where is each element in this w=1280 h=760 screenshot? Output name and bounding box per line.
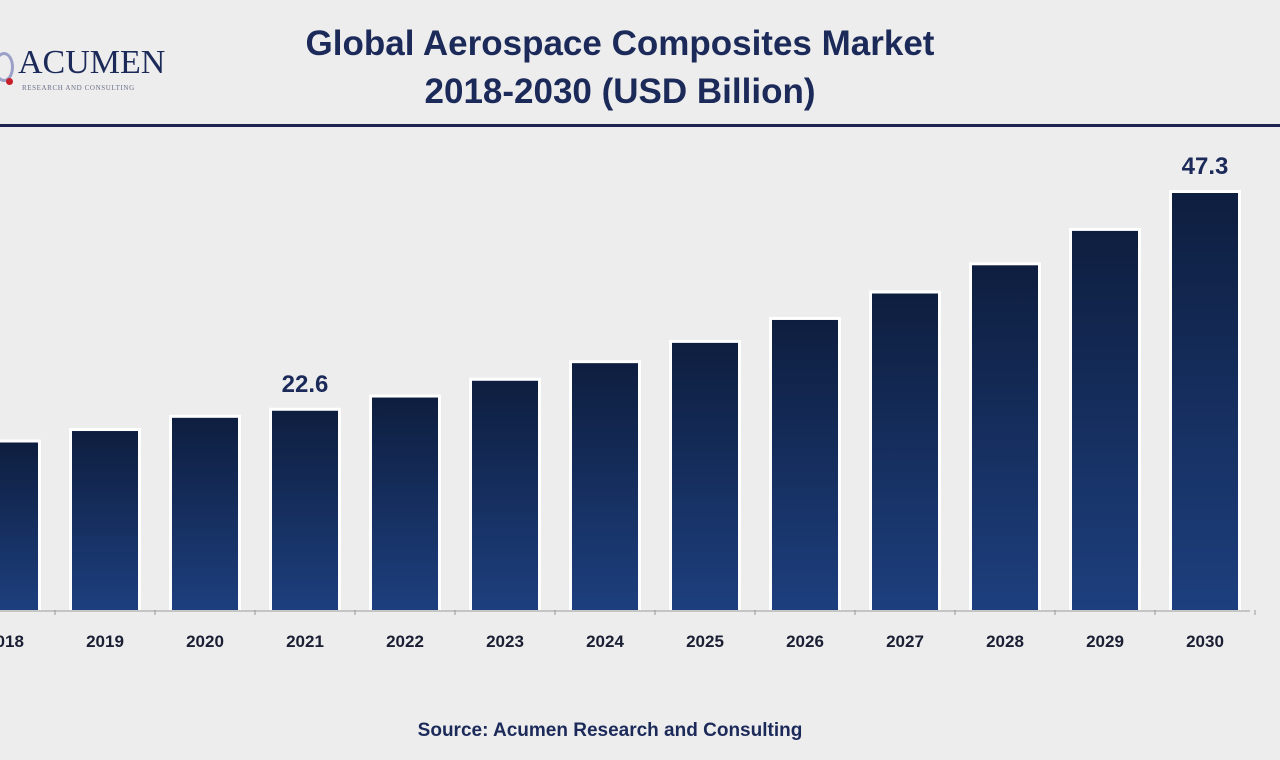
bar-2023 [472, 380, 538, 610]
x-tick-label: 2022 [386, 632, 424, 651]
bar-2019 [72, 431, 138, 610]
bar-2027 [872, 293, 938, 610]
x-tick-label: 2030 [1186, 632, 1224, 651]
bar-2020 [172, 417, 238, 610]
chart-title: Global Aerospace Composites Market [305, 24, 935, 63]
bar-2024 [572, 363, 638, 610]
bar-2030 [1172, 193, 1238, 610]
x-tick-label: 2019 [86, 632, 124, 651]
logo-text: ACUMEN [18, 44, 166, 81]
x-tick-label: 2018 [0, 632, 24, 651]
data-label-2021: 22.6 [282, 371, 329, 398]
source-note: Source: Acumen Research and Consulting [417, 720, 803, 741]
chart-subtitle: 2018-2030 (USD Billion) [424, 72, 816, 111]
bar-2026 [772, 319, 838, 610]
x-tick-label: 2023 [486, 632, 524, 651]
x-tick-label: 2025 [686, 632, 724, 651]
bar-2028 [972, 265, 1038, 610]
x-tick-label: 2028 [986, 632, 1024, 651]
logo-subtext: RESEARCH AND CONSULTING [22, 84, 135, 92]
bar-2025 [672, 342, 738, 610]
x-tick-label: 2026 [786, 632, 824, 651]
logo-dot-icon [6, 78, 13, 85]
bar-2021 [272, 410, 338, 610]
acumen-logo: ACUMEN RESEARCH AND CONSULTING [0, 44, 194, 100]
x-tick-label: 2029 [1086, 632, 1124, 651]
x-tick-label: 2027 [886, 632, 924, 651]
bar-2022 [372, 397, 438, 610]
header-divider [0, 124, 1280, 127]
x-tick-label: 2021 [286, 632, 324, 651]
data-label-2030: 47.3 [1182, 153, 1229, 180]
bar-2018 [0, 442, 38, 610]
x-tick-label: 2020 [186, 632, 224, 651]
x-tick-label: 2024 [586, 632, 624, 651]
bar-2029 [1072, 230, 1138, 610]
